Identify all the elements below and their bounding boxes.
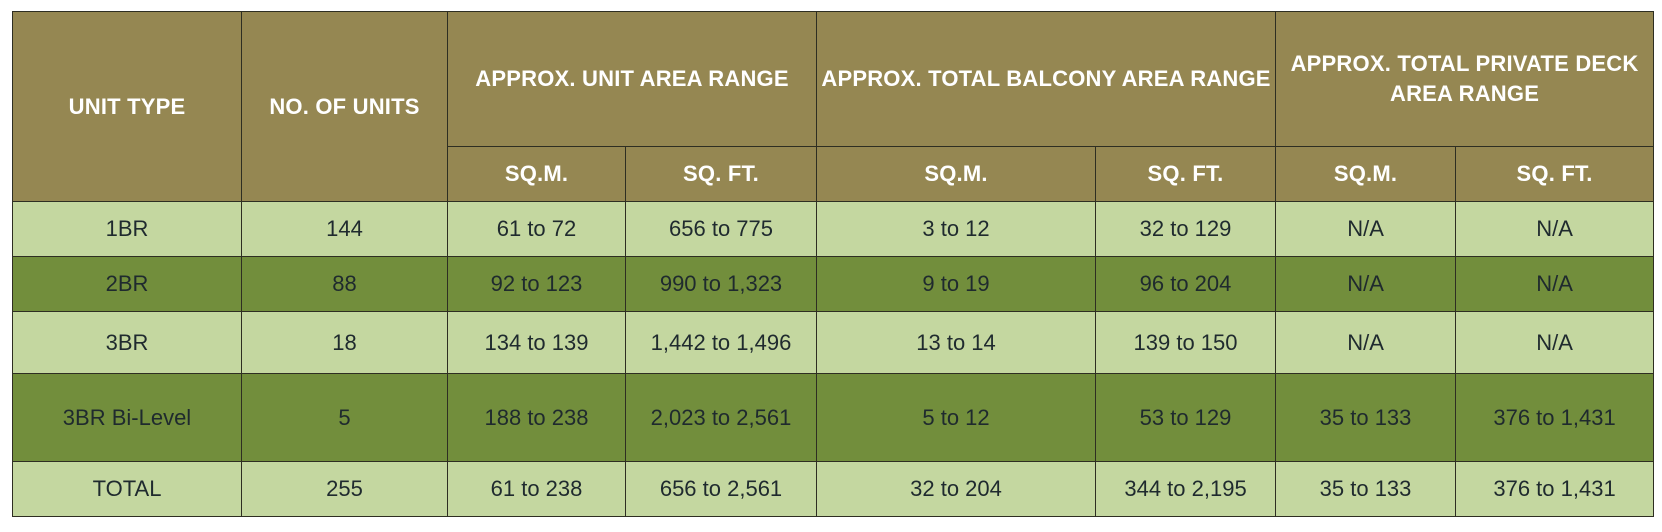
table-row-total: TOTAL 255 61 to 238 656 to 2,561 32 to 2… (12, 461, 1655, 517)
table-row-3br-bi-level: 3BR Bi-Level 5 188 to 238 2,023 to 2,561… (12, 373, 1655, 462)
cell-units: 255 (241, 461, 448, 517)
unit-area-table: UNIT TYPE NO. OF UNITS APPROX. UNIT AREA… (12, 11, 1655, 517)
cell-units: 144 (241, 201, 448, 257)
cell-unit-sqm: 92 to 123 (447, 256, 626, 312)
cell-unit-type: 3BR (12, 311, 242, 374)
cell-deck-sqft: 376 to 1,431 (1455, 373, 1655, 462)
cell-unit-sqft: 2,023 to 2,561 (624, 373, 818, 462)
cell-unit-sqm: 188 to 238 (447, 373, 626, 462)
header-deck-sqft: SQ. FT. (1455, 146, 1655, 202)
header-balcony-area-range: APPROX. TOTAL BALCONY AREA RANGE (816, 11, 1277, 147)
header-row-units: SQ.M. SQ. FT. SQ.M. SQ. FT. SQ.M. SQ. FT… (13, 146, 1655, 202)
table-row-1br: 1BR 144 61 to 72 656 to 775 3 to 12 32 t… (12, 201, 1655, 257)
cell-unit-sqm: 61 to 72 (447, 201, 626, 257)
header-balcony-sqm: SQ.M. (816, 146, 1097, 202)
cell-deck-sqft: N/A (1455, 256, 1655, 312)
cell-units: 88 (241, 256, 448, 312)
cell-unit-sqft: 990 to 1,323 (624, 256, 818, 312)
header-unit-type: UNIT TYPE (12, 11, 242, 202)
cell-unit-type: 1BR (12, 201, 242, 257)
cell-deck-sqm: N/A (1275, 201, 1457, 257)
cell-balcony-sqft: 32 to 129 (1095, 201, 1277, 257)
cell-unit-type: 3BR Bi-Level (12, 373, 242, 462)
cell-deck-sqm: N/A (1275, 311, 1457, 374)
cell-balcony-sqm: 13 to 14 (816, 311, 1097, 374)
cell-deck-sqft: 376 to 1,431 (1455, 461, 1655, 517)
table-row-2br: 2BR 88 92 to 123 990 to 1,323 9 to 19 96… (12, 256, 1655, 312)
cell-deck-sqft: N/A (1455, 201, 1655, 257)
header-deck-area-range: APPROX. TOTAL PRIVATE DECK AREA RANGE (1275, 11, 1655, 147)
header-unit-sqm: SQ.M. (447, 146, 626, 202)
cell-balcony-sqm: 5 to 12 (816, 373, 1097, 462)
header-deck-sqm: SQ.M. (1275, 146, 1457, 202)
cell-balcony-sqft: 139 to 150 (1095, 311, 1277, 374)
cell-unit-sqft: 656 to 775 (624, 201, 818, 257)
cell-units: 5 (241, 373, 448, 462)
header-no-of-units: NO. OF UNITS (241, 11, 448, 202)
cell-balcony-sqm: 3 to 12 (816, 201, 1097, 257)
cell-deck-sqm: N/A (1275, 256, 1457, 312)
cell-unit-sqm: 134 to 139 (447, 311, 626, 374)
cell-balcony-sqm: 32 to 204 (816, 461, 1097, 517)
cell-unit-type: 2BR (12, 256, 242, 312)
header-unit-sqft: SQ. FT. (624, 146, 818, 202)
table-row-3br: 3BR 18 134 to 139 1,442 to 1,496 13 to 1… (12, 311, 1655, 374)
cell-balcony-sqft: 96 to 204 (1095, 256, 1277, 312)
cell-unit-sqm: 61 to 238 (447, 461, 626, 517)
cell-unit-type: TOTAL (12, 461, 242, 517)
cell-balcony-sqft: 53 to 129 (1095, 373, 1277, 462)
cell-balcony-sqm: 9 to 19 (816, 256, 1097, 312)
cell-balcony-sqft: 344 to 2,195 (1095, 461, 1277, 517)
header-row-main: UNIT TYPE NO. OF UNITS APPROX. UNIT AREA… (12, 11, 1655, 202)
cell-unit-sqft: 1,442 to 1,496 (624, 311, 818, 374)
cell-deck-sqft: N/A (1455, 311, 1655, 374)
header-balcony-sqft: SQ. FT. (1095, 146, 1277, 202)
header-unit-area-range: APPROX. UNIT AREA RANGE (446, 11, 818, 147)
cell-units: 18 (241, 311, 448, 374)
cell-unit-sqft: 656 to 2,561 (624, 461, 818, 517)
cell-deck-sqm: 35 to 133 (1275, 461, 1457, 517)
unit-area-table-container: UNIT TYPE NO. OF UNITS APPROX. UNIT AREA… (12, 11, 1655, 517)
cell-deck-sqm: 35 to 133 (1275, 373, 1457, 462)
